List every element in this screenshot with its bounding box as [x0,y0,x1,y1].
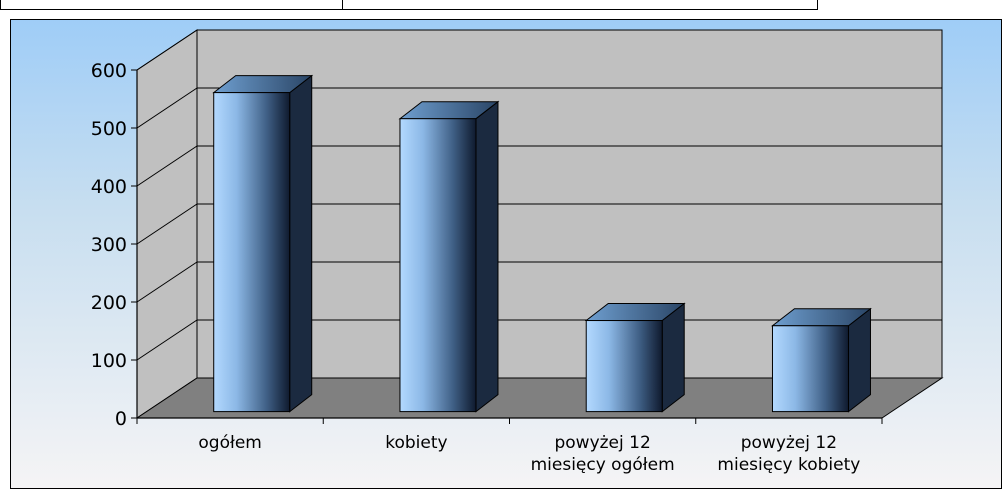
gridline-side [136,29,198,71]
x-tick-label: kobiety [385,433,447,453]
gridline-side [136,319,198,361]
gridline-side [136,145,198,187]
bar-front [213,92,291,413]
y-axis [131,69,883,424]
x-tick-label: ogółem [198,433,261,453]
x-tick-label: powyżej 12 [554,433,650,453]
bar-side [289,74,313,413]
bar-front [399,118,477,413]
bar-1 [398,100,500,413]
gridline-side [136,87,198,129]
gridline-side [136,261,198,303]
x-tick-label: powyżej 12 [741,433,837,453]
bar-front [585,320,663,413]
bar-side [847,307,871,413]
y-tick-label: 200 [91,292,127,314]
bar-2 [584,302,686,413]
bars [212,74,872,413]
chart-svg: 0 100 200 300 400 500 600 ogółem kobiety powyżej… [91,29,944,475]
y-tick-label: 600 [91,60,127,82]
y-tick-labels: 0 100 200 300 400 500 600 [91,60,127,430]
bar-3 [771,307,872,413]
x-tick-label: miesięcy kobiety [717,455,860,475]
x-tick-label: miesięcy ogółem [531,455,675,475]
gridline-side [136,203,198,245]
y-tick-label: 500 [91,118,127,140]
y-tick-label: 100 [91,350,127,372]
bar-side [661,302,685,413]
y-tick-label: 300 [91,234,127,256]
chart-area: 0 100 200 300 400 500 600 ogółem kobiety powyżej… [10,19,1002,489]
bar-0 [212,74,314,413]
y-tick-label: 0 [115,408,127,430]
bar-front [771,325,849,413]
y-tick-label: 400 [91,176,127,198]
bar-side [475,100,499,413]
top-table-border [0,0,818,10]
